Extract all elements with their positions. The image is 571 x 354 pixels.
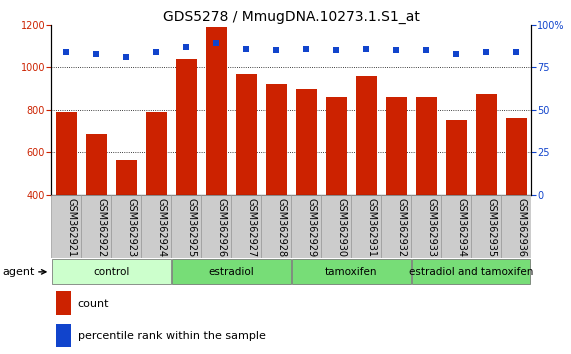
Bar bbox=[385, 97, 407, 280]
Bar bbox=[236, 74, 257, 280]
Bar bbox=[266, 84, 287, 280]
Point bbox=[481, 49, 490, 55]
FancyBboxPatch shape bbox=[171, 195, 202, 258]
FancyBboxPatch shape bbox=[51, 195, 81, 258]
Text: GSM362932: GSM362932 bbox=[396, 198, 406, 257]
Text: percentile rank within the sample: percentile rank within the sample bbox=[78, 331, 266, 341]
FancyBboxPatch shape bbox=[261, 195, 291, 258]
Text: GSM362935: GSM362935 bbox=[486, 198, 496, 257]
Point bbox=[212, 41, 221, 46]
Bar bbox=[296, 88, 317, 280]
FancyBboxPatch shape bbox=[202, 195, 231, 258]
Point bbox=[421, 47, 431, 53]
Text: estradiol and tamoxifen: estradiol and tamoxifen bbox=[409, 267, 533, 277]
Text: GSM362931: GSM362931 bbox=[366, 198, 376, 257]
Text: control: control bbox=[93, 267, 130, 277]
Bar bbox=[116, 160, 137, 280]
Bar bbox=[356, 76, 377, 280]
FancyBboxPatch shape bbox=[142, 195, 171, 258]
Point bbox=[122, 54, 131, 60]
FancyBboxPatch shape bbox=[351, 195, 381, 258]
FancyBboxPatch shape bbox=[231, 195, 261, 258]
Bar bbox=[56, 324, 71, 347]
FancyBboxPatch shape bbox=[411, 195, 441, 258]
Text: GSM362924: GSM362924 bbox=[156, 198, 166, 257]
Text: GSM362925: GSM362925 bbox=[186, 198, 196, 257]
Point bbox=[92, 51, 101, 57]
Point bbox=[272, 47, 281, 53]
Bar bbox=[325, 97, 347, 280]
FancyBboxPatch shape bbox=[291, 195, 321, 258]
Bar bbox=[476, 94, 497, 280]
FancyBboxPatch shape bbox=[111, 195, 142, 258]
Text: GSM362927: GSM362927 bbox=[246, 198, 256, 257]
Point bbox=[361, 46, 371, 51]
Point bbox=[452, 51, 461, 57]
Bar bbox=[176, 59, 197, 280]
Text: GSM362929: GSM362929 bbox=[306, 198, 316, 257]
Text: agent: agent bbox=[3, 267, 35, 277]
Text: tamoxifen: tamoxifen bbox=[325, 267, 377, 277]
FancyBboxPatch shape bbox=[52, 259, 171, 284]
FancyBboxPatch shape bbox=[412, 259, 530, 284]
Title: GDS5278 / MmugDNA.10273.1.S1_at: GDS5278 / MmugDNA.10273.1.S1_at bbox=[163, 10, 420, 24]
Text: GSM362933: GSM362933 bbox=[426, 198, 436, 257]
Point bbox=[242, 46, 251, 51]
FancyBboxPatch shape bbox=[381, 195, 411, 258]
Text: count: count bbox=[78, 298, 109, 309]
FancyBboxPatch shape bbox=[471, 195, 501, 258]
Bar bbox=[86, 134, 107, 280]
FancyBboxPatch shape bbox=[441, 195, 471, 258]
Text: GSM362923: GSM362923 bbox=[126, 198, 136, 257]
Bar bbox=[505, 118, 526, 280]
FancyBboxPatch shape bbox=[292, 259, 411, 284]
Point bbox=[62, 49, 71, 55]
Text: GSM362934: GSM362934 bbox=[456, 198, 466, 257]
Text: GSM362928: GSM362928 bbox=[276, 198, 286, 257]
Bar bbox=[146, 112, 167, 280]
Text: GSM362922: GSM362922 bbox=[96, 198, 106, 257]
Bar bbox=[56, 112, 77, 280]
Point bbox=[152, 49, 161, 55]
FancyBboxPatch shape bbox=[321, 195, 351, 258]
FancyBboxPatch shape bbox=[172, 259, 291, 284]
Bar bbox=[416, 97, 437, 280]
Bar bbox=[206, 27, 227, 280]
Bar bbox=[56, 291, 71, 315]
FancyBboxPatch shape bbox=[81, 195, 111, 258]
Point bbox=[392, 47, 401, 53]
Point bbox=[182, 44, 191, 50]
Text: GSM362936: GSM362936 bbox=[516, 198, 526, 257]
Text: GSM362921: GSM362921 bbox=[66, 198, 77, 257]
Point bbox=[301, 46, 311, 51]
Point bbox=[332, 47, 341, 53]
Text: estradiol: estradiol bbox=[208, 267, 254, 277]
Text: GSM362926: GSM362926 bbox=[216, 198, 226, 257]
FancyBboxPatch shape bbox=[501, 195, 531, 258]
Point bbox=[512, 49, 521, 55]
Text: GSM362930: GSM362930 bbox=[336, 198, 346, 257]
Bar bbox=[445, 120, 467, 280]
